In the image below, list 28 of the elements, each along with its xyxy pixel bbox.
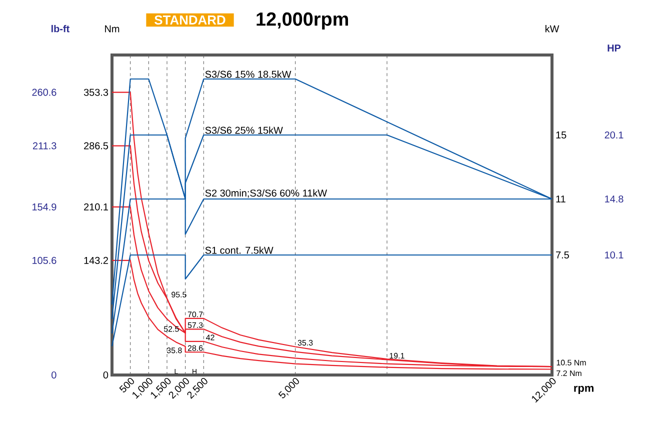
y3-tick-label: 154.9 xyxy=(32,203,56,210)
y3-tick-label: 0 xyxy=(52,371,56,379)
chart-title: STANDARD xyxy=(154,15,226,25)
y-tick-label: 210.1 xyxy=(84,203,108,210)
series-label: S3/S6 15% 18.5kW xyxy=(205,70,292,78)
series-label: S1 cont. 7.5kW xyxy=(205,246,274,254)
series-label: S2 30min;S3/S6 60% 11kW xyxy=(205,189,328,198)
y-tick-label: 353.3 xyxy=(84,88,108,96)
y-tick-label: 0 xyxy=(103,371,108,379)
y3-tick-label: 105.6 xyxy=(32,256,56,264)
series-label: S3/S6 25% 15kW xyxy=(205,126,283,134)
y2-axis-title: kW xyxy=(545,25,560,32)
y2-tick-label: 15 xyxy=(556,132,566,138)
y-axis-title: Nm xyxy=(105,25,120,32)
x-axis-title: rpm xyxy=(574,386,594,394)
text: 20.1 xyxy=(604,131,624,139)
y2-tick-label: 11 xyxy=(556,196,566,202)
y-tick-label: 143.2 xyxy=(84,256,108,264)
x-tick-label: 500 xyxy=(119,378,134,392)
y3-axis-title: lb-ft xyxy=(51,24,70,32)
y3-tick-label: 211.3 xyxy=(32,142,56,150)
y3-tick-label: 260.6 xyxy=(32,88,56,96)
chart-subtitle: 12,000rpm xyxy=(256,12,348,30)
text: HP xyxy=(608,44,621,52)
text: 10.1 xyxy=(605,251,624,259)
text: 14.8 xyxy=(605,195,624,203)
y2-tick-label: 7.5 xyxy=(556,252,569,258)
y-tick-label: 286.5 xyxy=(84,142,108,150)
